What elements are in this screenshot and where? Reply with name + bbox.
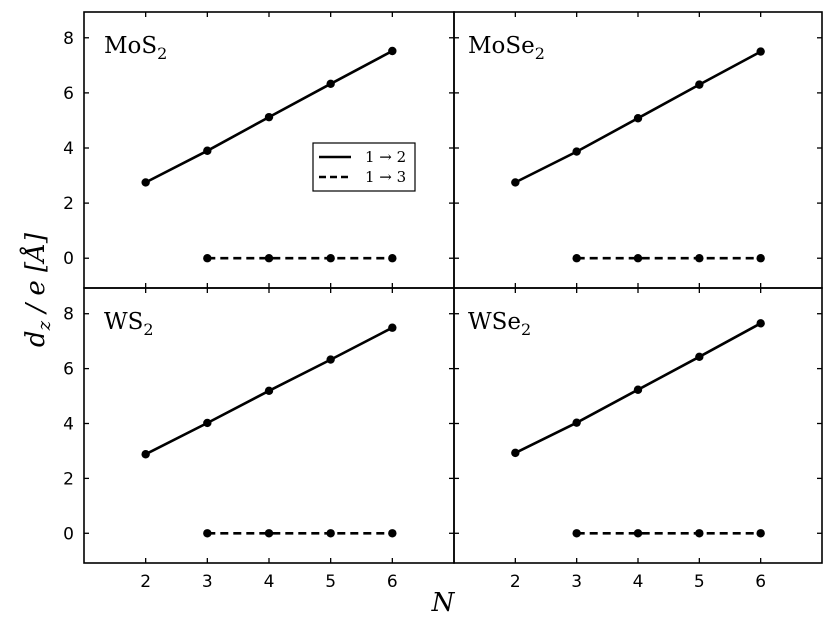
- panel-label: WS2: [104, 309, 154, 339]
- data-point: [326, 529, 335, 538]
- panel-label-subscript: 2: [143, 320, 153, 339]
- y-tick-label: 6: [63, 84, 74, 104]
- data-point: [388, 46, 397, 56]
- data-point: [756, 47, 765, 56]
- x-tick-label: 6: [387, 572, 398, 592]
- data-point: [756, 529, 765, 538]
- legend-box: [312, 142, 416, 192]
- y-tick-label: 2: [63, 469, 74, 489]
- panel-label-subscript: 2: [535, 44, 545, 63]
- data-point: [326, 254, 335, 263]
- data-point: [695, 80, 704, 89]
- panel-label: WSe2: [468, 309, 531, 339]
- x-tick-label: 4: [633, 572, 644, 592]
- panel-mose2: MoSe2: [453, 11, 823, 289]
- data-point: [572, 254, 581, 263]
- data-point: [388, 529, 397, 538]
- data-point: [756, 319, 765, 328]
- data-point: [203, 254, 212, 263]
- data-point: [633, 114, 643, 123]
- panel-wse2: 2 3 4 5 6 WSe2: [453, 287, 823, 592]
- panel-label-subscript: 2: [157, 44, 167, 63]
- panel-ws2: 0 2 4 6 8 2 3 4 5 6 WS2: [63, 287, 455, 592]
- data-point: [264, 254, 274, 263]
- y-tick-label: 6: [63, 360, 74, 380]
- data-point: [141, 450, 150, 459]
- data-point: [695, 529, 704, 538]
- x-tick-label: 5: [325, 572, 336, 592]
- legend: 1 → 2 1 → 3: [312, 142, 416, 192]
- y-tick-label: 8: [63, 29, 74, 49]
- panel-label-subscript: 2: [521, 320, 531, 339]
- x-tick-label: 2: [510, 572, 521, 592]
- y-tick-label: 2: [63, 194, 74, 214]
- legend-entry-label: 1 → 3: [365, 168, 406, 186]
- data-point: [141, 178, 150, 187]
- y-tick-label: 0: [63, 249, 74, 269]
- data-point: [695, 352, 704, 362]
- data-point: [572, 418, 581, 427]
- data-point: [264, 529, 274, 538]
- x-axis-title: N: [431, 588, 456, 618]
- data-point: [511, 448, 520, 458]
- legend-entry-label: 1 → 2: [365, 148, 406, 166]
- x-tick-label: 2: [140, 572, 151, 592]
- data-point: [756, 254, 765, 263]
- panel-label: MoS2: [104, 33, 167, 63]
- x-tick-label: 3: [202, 572, 213, 592]
- data-point: [511, 178, 520, 187]
- data-point: [633, 385, 643, 394]
- y-tick-label: 8: [63, 305, 74, 325]
- axis-titles: Ndz / e [Å]: [19, 232, 456, 618]
- data-point: [572, 147, 581, 156]
- data-point: [203, 418, 212, 428]
- x-tick-label: 3: [571, 572, 582, 592]
- y-tick-label: 0: [63, 524, 74, 544]
- data-point: [572, 529, 581, 538]
- data-point: [388, 254, 397, 263]
- data-point: [633, 529, 643, 538]
- data-point: [264, 386, 274, 396]
- data-point: [326, 79, 335, 88]
- x-tick-label: 5: [694, 572, 705, 592]
- panel-label: MoSe2: [468, 33, 545, 63]
- x-tick-label: 6: [755, 572, 766, 592]
- data-point: [203, 529, 212, 538]
- data-point: [695, 254, 704, 263]
- data-point: [203, 146, 212, 155]
- y-tick-label: 4: [63, 139, 74, 159]
- y-tick-label: 4: [63, 415, 74, 435]
- data-point: [326, 355, 335, 364]
- x-tick-label: 4: [264, 572, 275, 592]
- data-point: [264, 112, 274, 122]
- data-point: [633, 254, 643, 263]
- y-axis-title: dz / e [Å]: [19, 232, 55, 347]
- data-point: [388, 323, 397, 332]
